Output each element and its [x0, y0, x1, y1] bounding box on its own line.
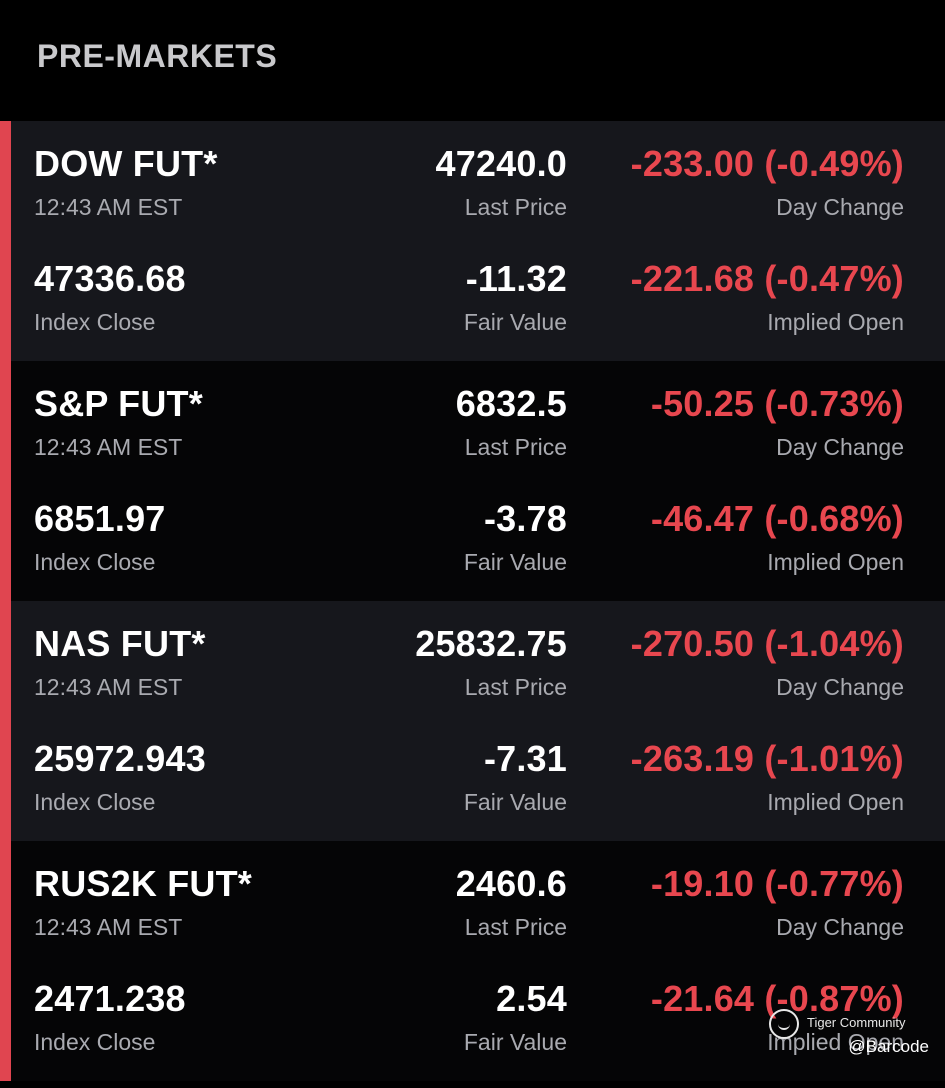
day-change-cell: -233.00 (-0.49%) Day Change	[631, 143, 904, 221]
market-time: 12:43 AM EST	[34, 914, 183, 940]
market-name: NAS FUT*	[34, 623, 206, 664]
implied-open-label: Implied Open	[767, 309, 904, 335]
market-name-cell: DOW FUT* 12:43 AM EST	[34, 143, 218, 221]
day-change-value: -233.00 (-0.49%)	[630, 143, 904, 184]
last-price-cell: 47240.0 Last Price	[435, 143, 567, 221]
fair-value-value: -11.32	[465, 258, 567, 299]
market-name-cell: NAS FUT* 12:43 AM EST	[34, 623, 206, 701]
fair-value-label: Fair Value	[463, 549, 567, 575]
market-row-secondary: 2471.238 Index Close 2.54 Fair Value -21…	[0, 978, 945, 1088]
pre-markets-header: PRE-MARKETS	[0, 0, 945, 121]
index-close-label: Index Close	[34, 789, 156, 815]
day-change-value: -19.10 (-0.77%)	[650, 863, 904, 904]
day-change-label: Day Change	[776, 194, 904, 220]
market-name: DOW FUT*	[34, 143, 218, 184]
last-price-cell: 25832.75 Last Price	[415, 623, 567, 701]
market-row-primary: NAS FUT* 12:43 AM EST 25832.75 Last Pric…	[0, 623, 945, 733]
index-close-cell: 25972.943 Index Close	[34, 738, 206, 816]
market-time: 12:43 AM EST	[34, 194, 183, 220]
day-change-cell: -270.50 (-1.04%) Day Change	[631, 623, 904, 701]
market-card-nas[interactable]: NAS FUT* 12:43 AM EST 25832.75 Last Pric…	[0, 601, 945, 841]
last-price-cell: 2460.6 Last Price	[456, 863, 567, 941]
market-row-secondary: 47336.68 Index Close -11.32 Fair Value -…	[0, 258, 945, 368]
fair-value-label: Fair Value	[463, 309, 567, 335]
day-change-label: Day Change	[776, 434, 904, 460]
last-price-value: 25832.75	[415, 623, 567, 664]
day-change-label: Day Change	[776, 914, 904, 940]
fair-value-value: -3.78	[483, 498, 567, 539]
accent-bar	[0, 121, 11, 361]
index-close-label: Index Close	[34, 1029, 156, 1055]
page-title: PRE-MARKETS	[37, 38, 278, 74]
day-change-value: -50.25 (-0.73%)	[650, 383, 904, 424]
accent-bar	[0, 841, 11, 1081]
index-close-label: Index Close	[34, 549, 156, 575]
day-change-value: -270.50 (-1.04%)	[630, 623, 904, 664]
market-name-cell: S&P FUT* 12:43 AM EST	[34, 383, 203, 461]
index-close-label: Index Close	[34, 309, 156, 335]
watermark-handle: @Barcode	[848, 1037, 929, 1056]
index-close-value: 2471.238	[34, 978, 186, 1019]
market-time: 12:43 AM EST	[34, 434, 183, 460]
last-price-label: Last Price	[464, 434, 567, 460]
fair-value-value: -7.31	[483, 738, 567, 779]
accent-bar	[0, 601, 11, 841]
fair-value-value: 2.54	[496, 978, 567, 1019]
implied-open-cell: -221.68 (-0.47%) Implied Open	[631, 258, 904, 336]
index-close-cell: 47336.68 Index Close	[34, 258, 186, 336]
implied-open-label: Implied Open	[767, 549, 904, 575]
market-card-rus2k[interactable]: RUS2K FUT* 12:43 AM EST 2460.6 Last Pric…	[0, 841, 945, 1081]
index-close-cell: 2471.238 Index Close	[34, 978, 186, 1056]
fair-value-cell: -11.32 Fair Value	[464, 258, 567, 336]
fair-value-cell: -3.78 Fair Value	[464, 498, 567, 576]
fair-value-cell: 2.54 Fair Value	[464, 978, 567, 1056]
index-close-value: 25972.943	[34, 738, 206, 779]
market-time: 12:43 AM EST	[34, 674, 183, 700]
implied-open-value: -263.19 (-1.01%)	[630, 738, 904, 779]
implied-open-label: Implied Open	[767, 789, 904, 815]
market-card-sp[interactable]: S&P FUT* 12:43 AM EST 6832.5 Last Price …	[0, 361, 945, 601]
accent-bar	[0, 361, 11, 601]
day-change-cell: -50.25 (-0.73%) Day Change	[651, 383, 904, 461]
last-price-value: 6832.5	[455, 383, 567, 424]
index-close-cell: 6851.97 Index Close	[34, 498, 166, 576]
last-price-label: Last Price	[464, 674, 567, 700]
market-name: S&P FUT*	[34, 383, 203, 424]
market-card-dow[interactable]: DOW FUT* 12:43 AM EST 47240.0 Last Price…	[0, 121, 945, 361]
implied-open-value: -221.68 (-0.47%)	[630, 258, 904, 299]
implied-open-value: -46.47 (-0.68%)	[650, 498, 904, 539]
day-change-cell: -19.10 (-0.77%) Day Change	[651, 863, 904, 941]
watermark-brand: Tiger Community	[807, 1015, 906, 1030]
fair-value-label: Fair Value	[463, 789, 567, 815]
market-name-cell: RUS2K FUT* 12:43 AM EST	[34, 863, 252, 941]
market-row-primary: S&P FUT* 12:43 AM EST 6832.5 Last Price …	[0, 383, 945, 493]
watermark: Tiger Community @Barcode	[769, 1005, 929, 1061]
last-price-value: 2460.6	[455, 863, 567, 904]
market-name: RUS2K FUT*	[34, 863, 253, 904]
index-close-value: 47336.68	[34, 258, 186, 299]
last-price-label: Last Price	[464, 194, 567, 220]
market-row-secondary: 6851.97 Index Close -3.78 Fair Value -46…	[0, 498, 945, 608]
fair-value-label: Fair Value	[463, 1029, 567, 1055]
index-close-value: 6851.97	[34, 498, 166, 539]
market-row-primary: RUS2K FUT* 12:43 AM EST 2460.6 Last Pric…	[0, 863, 945, 973]
last-price-cell: 6832.5 Last Price	[456, 383, 567, 461]
last-price-value: 47240.0	[435, 143, 567, 184]
fair-value-cell: -7.31 Fair Value	[464, 738, 567, 816]
market-row-secondary: 25972.943 Index Close -7.31 Fair Value -…	[0, 738, 945, 848]
last-price-label: Last Price	[464, 914, 567, 940]
market-row-primary: DOW FUT* 12:43 AM EST 47240.0 Last Price…	[0, 143, 945, 253]
day-change-label: Day Change	[776, 674, 904, 700]
tiger-community-logo-icon	[769, 1009, 799, 1039]
implied-open-cell: -263.19 (-1.01%) Implied Open	[631, 738, 904, 816]
implied-open-cell: -21.64 (-0.87%) Implied Open	[651, 978, 904, 1056]
implied-open-cell: -46.47 (-0.68%) Implied Open	[651, 498, 904, 576]
